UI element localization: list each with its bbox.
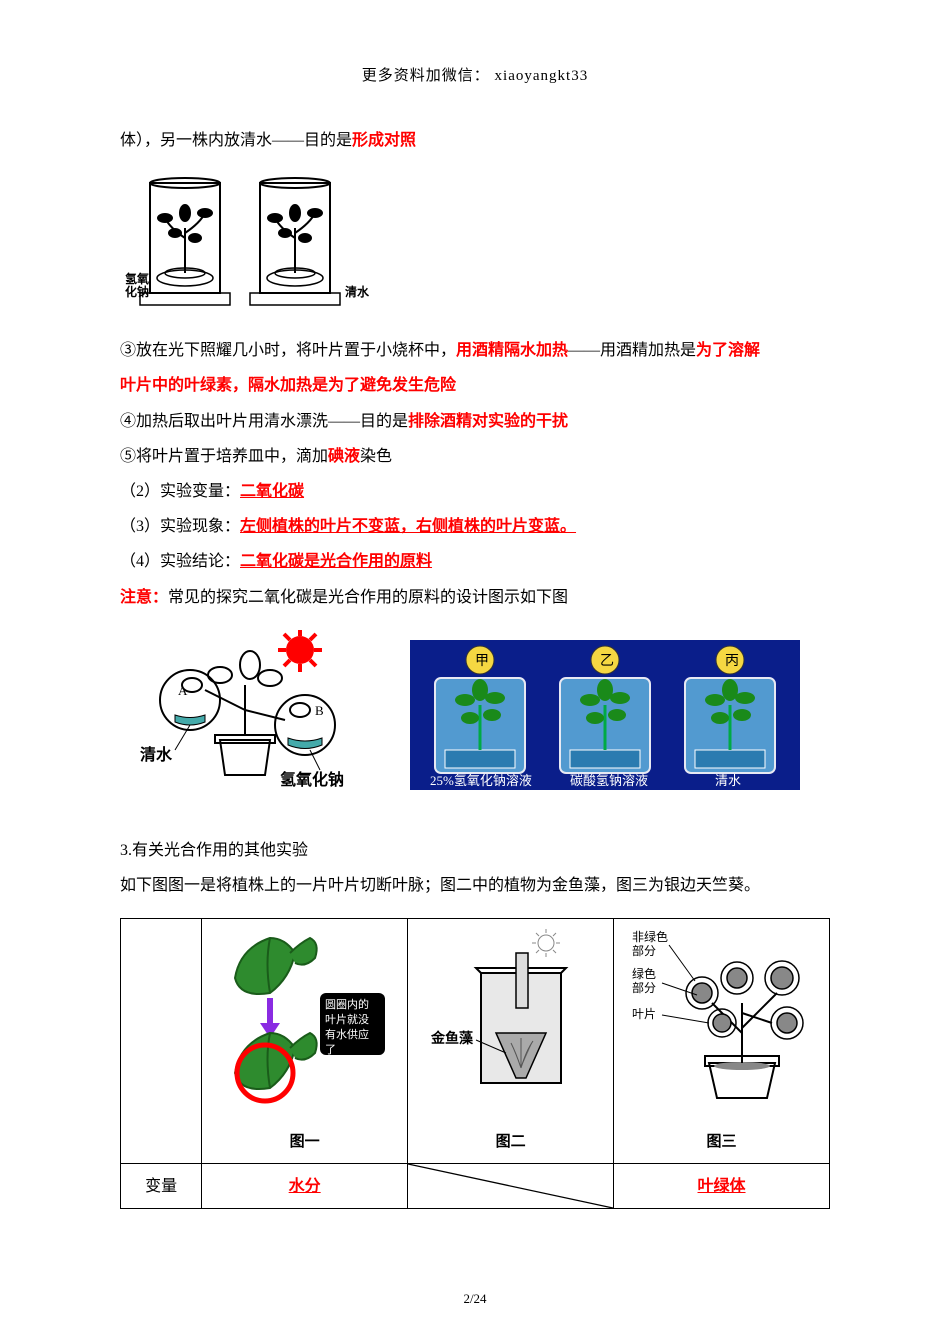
- l6a: ⑤将叶片置于培养皿中，滴加: [120, 448, 328, 465]
- svg-text:化钠: 化钠: [125, 284, 149, 299]
- svg-text:绿色: 绿色: [632, 966, 656, 981]
- svg-text:有水供应: 有水供应: [325, 1027, 369, 1041]
- l3c: ——用酒精加热是: [568, 342, 696, 359]
- svg-text:部分: 部分: [632, 980, 656, 995]
- row-header-variable: 变量: [121, 1164, 202, 1209]
- fig-1-svg: 圆圈内的 叶片就没 有水供应 了: [215, 923, 395, 1113]
- jar-left-label: 氢氧: [125, 271, 149, 286]
- table-row: 变量 水分 叶绿体: [121, 1164, 830, 1209]
- experiment-table: 圆圈内的 叶片就没 有水供应 了 图一: [120, 918, 830, 1209]
- fig3-label: 图三: [622, 1126, 821, 1159]
- var-3: 叶绿体: [698, 1178, 746, 1195]
- fig1-label: 图一: [210, 1126, 399, 1159]
- line1-text: 体），另一株内放清水——目的是: [120, 132, 352, 149]
- design-left-diagram: A B 清水 氢氧化钠: [120, 630, 380, 803]
- fig2-naoh: 氢氧化钠: [280, 770, 344, 789]
- var-1: 水分: [289, 1178, 321, 1195]
- fig-3-svg: 非绿色 部分 绿色 部分 叶片: [627, 923, 817, 1113]
- l3b: 用酒精隔水加热: [456, 342, 568, 359]
- svg-text:叶片就没: 叶片就没: [325, 1012, 369, 1026]
- fig2-label: 图二: [416, 1126, 605, 1159]
- table-row: 圆圈内的 叶片就没 有水供应 了 图一: [121, 919, 830, 1164]
- fig2-sol3: 清水: [715, 773, 741, 788]
- section-3-desc: 如下图图一是将植株上的一片叶片切断叶脉；图二中的植物为金鱼藻，图三为银边天竺葵。: [120, 868, 830, 903]
- fig-2-svg: 金鱼藻: [421, 923, 601, 1113]
- fig2-note: 金鱼藻: [430, 1030, 474, 1047]
- svg-text:非绿色: 非绿色: [632, 929, 668, 944]
- two-jar-diagram: 氢氧 化钠 清水: [120, 168, 830, 318]
- text-line-6: ⑤将叶片置于培养皿中，滴加碘液染色: [120, 439, 830, 474]
- text-line-8: （3）实验现象：左侧植株的叶片不变蓝，右侧植株的叶片变蓝。: [120, 509, 830, 544]
- text-line-1: 体），另一株内放清水——目的是形成对照: [120, 123, 830, 158]
- l6b: 碘液: [328, 448, 360, 465]
- l7a: （2）实验变量：: [120, 483, 240, 500]
- design-right-diagram: 甲 乙: [410, 640, 800, 803]
- l9a: （4）实验结论：: [120, 553, 240, 570]
- text-line-7: （2）实验变量：二氧化碳: [120, 474, 830, 509]
- l5b: 排除酒精对实验的干扰: [408, 413, 568, 430]
- svg-text:圆圈内的: 圆圈内的: [325, 997, 369, 1011]
- l7b: 二氧化碳: [240, 483, 304, 500]
- diagonal-cell: [408, 1164, 614, 1209]
- line1-red: 形成对照: [352, 132, 416, 149]
- section-3-title: 3.有关光合作用的其他实验: [120, 833, 830, 868]
- l8a: （3）实验现象：: [120, 518, 240, 535]
- l4a: 叶片中的叶绿素，隔水加热是为了避免发生危险: [120, 377, 456, 394]
- svg-text:了: 了: [325, 1043, 336, 1056]
- svg-text:部分: 部分: [632, 943, 656, 958]
- design-diagram-row: A B 清水 氢氧化钠: [120, 630, 830, 803]
- l6c: 染色: [360, 448, 392, 465]
- fig2-bing: 丙: [725, 654, 739, 669]
- text-line-3: ③放在光下照耀几小时，将叶片置于小烧杯中，用酒精隔水加热——用酒精加热是为了溶解: [120, 333, 830, 368]
- l8b: 左侧植株的叶片不变蓝，右侧植株的叶片变蓝。: [240, 518, 576, 535]
- l5a: ④加热后取出叶片用清水漂洗——目的是: [120, 413, 408, 430]
- fig2-yi: 乙: [600, 653, 614, 669]
- svg-text:B: B: [315, 703, 324, 718]
- jar-right-label: 清水: [345, 284, 370, 299]
- fig2-jia: 甲: [475, 654, 489, 669]
- l9b: 二氧化碳是光合作用的原料: [240, 553, 432, 570]
- l3a: ③放在光下照耀几小时，将叶片置于小烧杯中，: [120, 342, 456, 359]
- text-line-10: 注意：常见的探究二氧化碳是光合作用的原料的设计图示如下图: [120, 580, 830, 615]
- svg-text:叶片: 叶片: [632, 1007, 656, 1021]
- page-number: 2/24: [0, 1285, 950, 1314]
- l10b: 常见的探究二氧化碳是光合作用的原料的设计图示如下图: [168, 589, 568, 606]
- text-line-4: 叶片中的叶绿素，隔水加热是为了避免发生危险: [120, 368, 830, 403]
- fig2-qingshui: 清水: [140, 745, 173, 764]
- text-line-5: ④加热后取出叶片用清水漂洗——目的是排除酒精对实验的干扰: [120, 404, 830, 439]
- fig2-sol2: 碳酸氢钠溶液: [570, 773, 648, 788]
- fig2-sol1: 25%氢氧化钠溶液: [430, 773, 532, 788]
- l10a: 注意：: [120, 589, 168, 606]
- l3d: 为了溶解: [696, 342, 760, 359]
- text-line-9: （4）实验结论：二氧化碳是光合作用的原料: [120, 544, 830, 579]
- page-header: 更多资料加微信： xiaoyangkt33: [120, 60, 830, 93]
